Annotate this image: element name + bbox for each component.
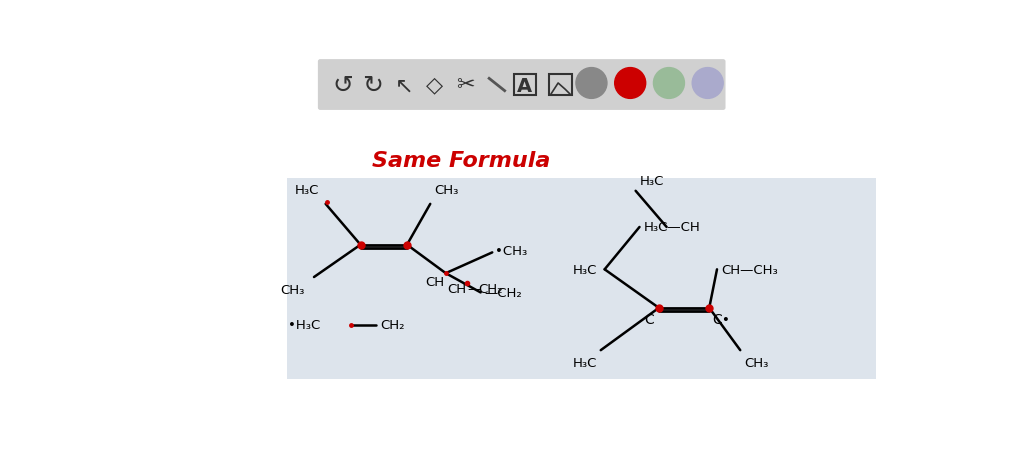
Text: CH₃: CH₃ <box>434 184 459 197</box>
Text: CH: CH <box>425 275 444 288</box>
Text: C•: C• <box>713 312 730 326</box>
Text: H₃C: H₃C <box>572 263 597 276</box>
Text: —CH₂: —CH₂ <box>484 286 522 299</box>
Text: Same Formula: Same Formula <box>372 151 551 171</box>
Text: ◇: ◇ <box>426 76 443 95</box>
Text: •CH₃: •CH₃ <box>496 245 527 258</box>
Text: H₃C: H₃C <box>572 357 597 369</box>
Text: ↖: ↖ <box>394 77 414 97</box>
Text: H₃C: H₃C <box>640 175 664 187</box>
Text: A: A <box>517 76 532 96</box>
Circle shape <box>614 68 646 99</box>
Text: CH₃: CH₃ <box>744 357 768 369</box>
Circle shape <box>653 68 684 99</box>
Text: H₃C: H₃C <box>295 184 319 197</box>
Bar <box>287 179 876 379</box>
Text: ↺: ↺ <box>333 73 354 97</box>
Text: H₃C—CH: H₃C—CH <box>643 221 700 234</box>
Text: CH: CH <box>447 283 466 296</box>
Text: CH₃: CH₃ <box>281 283 305 297</box>
Text: CH₂: CH₂ <box>478 283 503 296</box>
Circle shape <box>575 68 607 99</box>
Text: C: C <box>644 312 654 326</box>
Text: ↻: ↻ <box>362 73 383 97</box>
Circle shape <box>692 68 723 99</box>
Text: ✂: ✂ <box>457 76 475 95</box>
Text: CH—CH₃: CH—CH₃ <box>721 263 777 276</box>
Text: CH₂: CH₂ <box>380 318 404 332</box>
Text: •H₃C: •H₃C <box>288 318 321 332</box>
Bar <box>514 75 536 96</box>
Text: —: — <box>467 283 480 296</box>
FancyBboxPatch shape <box>317 60 726 111</box>
Bar <box>549 75 572 96</box>
